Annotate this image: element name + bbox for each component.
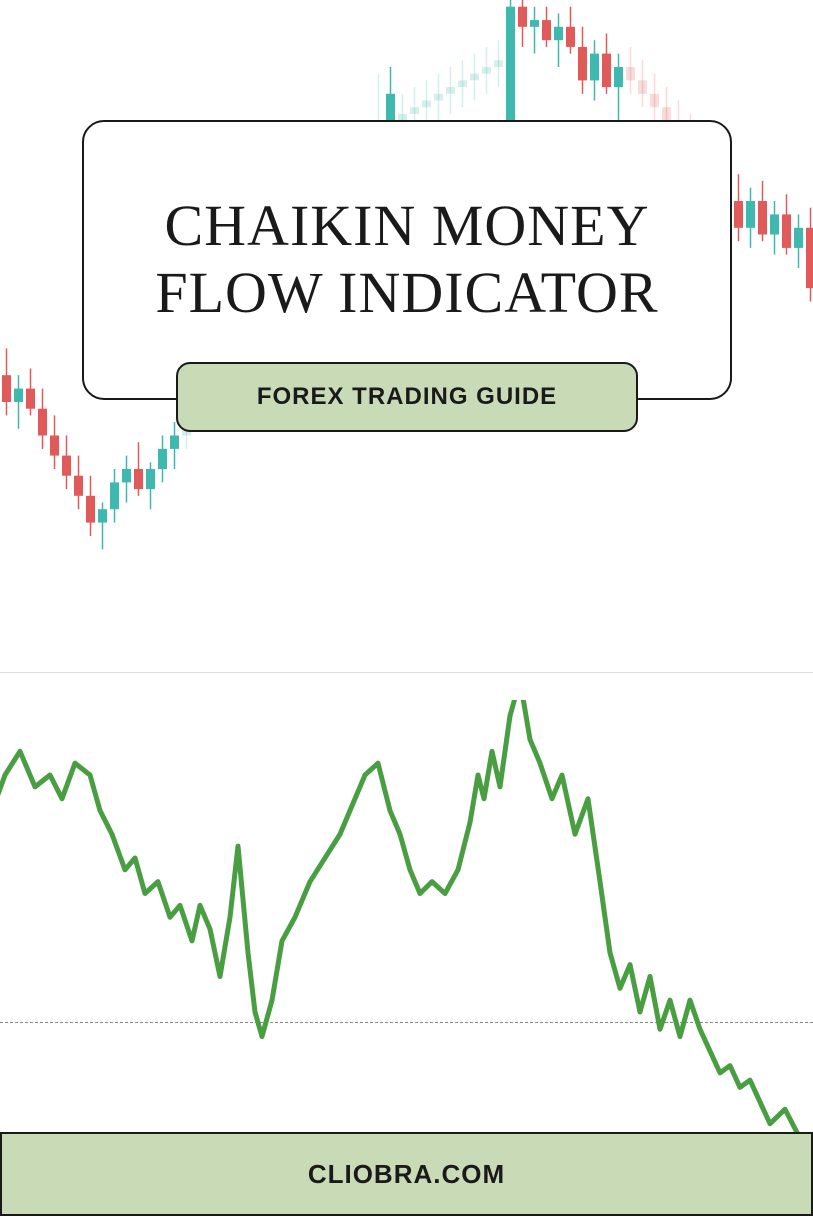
chart-divider — [0, 672, 813, 673]
subtitle-label: FOREX TRADING GUIDE — [257, 383, 557, 411]
title-box: CHAIKIN MONEY FLOW INDICATOR — [82, 120, 732, 400]
cmf-line-chart — [0, 700, 813, 1180]
footer-label: CLIOBRA.COM — [308, 1159, 505, 1190]
subtitle-box: FOREX TRADING GUIDE — [176, 362, 638, 432]
page-title: CHAIKIN MONEY FLOW INDICATOR — [124, 193, 690, 326]
footer-box: CLIOBRA.COM — [0, 1132, 813, 1216]
